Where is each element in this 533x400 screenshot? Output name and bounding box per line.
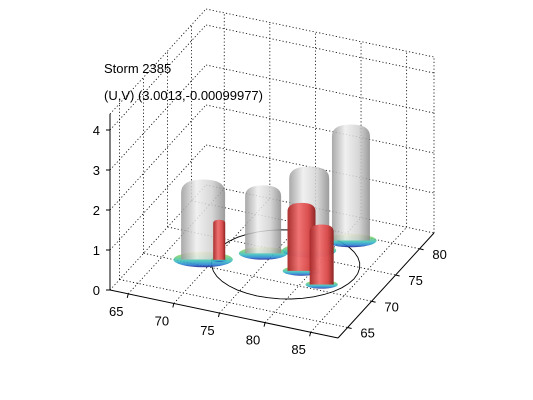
x-tick-mark (217, 312, 220, 318)
gray-isosurface (325, 124, 377, 248)
x-tick-label: 65 (109, 304, 123, 319)
grid-line (143, 252, 372, 302)
x-tick-mark (172, 303, 175, 308)
grid-line (205, 8, 435, 58)
z-tick-label: 0 (93, 283, 100, 298)
y-tick-label: 75 (408, 273, 422, 288)
y-tick-mark (371, 300, 376, 303)
grid-line (205, 104, 435, 154)
z-tick-label: 1 (93, 243, 100, 258)
column-body (245, 185, 282, 254)
y-tick-label: 80 (432, 247, 446, 262)
x-tick-label: 75 (200, 323, 214, 338)
axes (106, 114, 435, 339)
z-tick-label: 3 (93, 163, 100, 178)
y-tick-mark (347, 327, 352, 329)
x-tick-label: 80 (246, 333, 260, 348)
red-isosurface (305, 224, 338, 289)
isosurfaces (173, 124, 377, 289)
x-tick-label: 85 (291, 342, 305, 357)
x-tick-mark (263, 322, 266, 327)
grid-line (119, 279, 348, 328)
x-tick-label: 70 (155, 313, 169, 328)
grid-line (205, 24, 435, 74)
y-axis-line (337, 232, 435, 339)
z-tick-label: 4 (93, 123, 100, 138)
y-tick-label: 65 (360, 326, 374, 341)
red-isosurface (211, 219, 228, 262)
y-tick-mark (395, 274, 400, 277)
x-axis-line (109, 289, 339, 339)
column-body (287, 202, 316, 271)
z-tick-label: 2 (93, 203, 100, 218)
grid-lines (109, 8, 435, 333)
figure-title: Storm 2385 (104, 61, 172, 76)
column-body (331, 124, 370, 241)
x-tick-mark (126, 293, 129, 298)
tick-labels: 65 70 75 80 85 65 70 75 80 0 1 2 3 4 (93, 123, 447, 357)
x-tick-mark (309, 332, 312, 337)
gray-isosurface (238, 185, 288, 260)
column-body (309, 224, 334, 285)
grid-line (205, 64, 435, 114)
column-body (213, 219, 226, 260)
y-tick-label: 70 (384, 299, 398, 314)
y-tick-mark (419, 248, 424, 251)
